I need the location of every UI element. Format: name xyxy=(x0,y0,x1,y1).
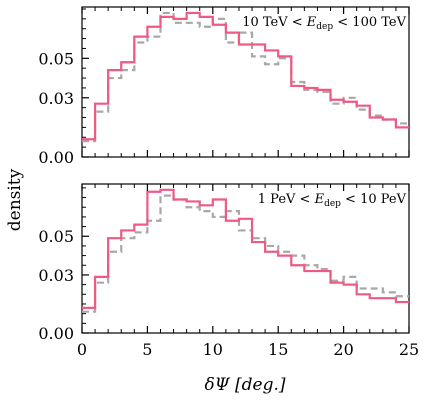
top-panel: 0.00 0.03 0.05 10 TeV < Edep < 100 TeV xyxy=(38,6,410,167)
energy-range-annotation: 1 PeV < Edep < 10 PeV xyxy=(258,192,407,209)
x-axis-label: δΨ [deg.] xyxy=(204,375,285,395)
series-line-dashed xyxy=(82,194,409,313)
bottom-panel: 0 5 10 15 20 25 0.00 0.03 0.05 1 PeV < Edep < 10 … xyxy=(38,183,419,359)
y-tick-label: 0.00 xyxy=(38,148,74,167)
series-line-dashed xyxy=(82,11,409,143)
series-line-solid xyxy=(82,11,409,141)
x-tick-label: 0 xyxy=(77,340,87,359)
plot-frame xyxy=(81,183,410,334)
series-line-solid xyxy=(82,188,409,309)
y-axis-label: density xyxy=(5,168,25,231)
x-tick-label: 15 xyxy=(268,340,288,359)
y-tick-label: 0.03 xyxy=(38,266,74,285)
y-tick-label: 0.05 xyxy=(38,227,74,246)
y-tick-label: 0.00 xyxy=(38,324,74,343)
x-tick-label: 5 xyxy=(142,340,152,359)
x-tick-label: 20 xyxy=(333,340,353,359)
x-tick-label: 25 xyxy=(399,340,419,359)
x-tick-label: 10 xyxy=(203,340,223,359)
plot-frame xyxy=(81,6,410,158)
y-tick-label: 0.03 xyxy=(38,89,74,108)
energy-range-annotation: 10 TeV < Edep < 100 TeV xyxy=(242,15,406,32)
y-tick-label: 0.05 xyxy=(38,49,74,68)
